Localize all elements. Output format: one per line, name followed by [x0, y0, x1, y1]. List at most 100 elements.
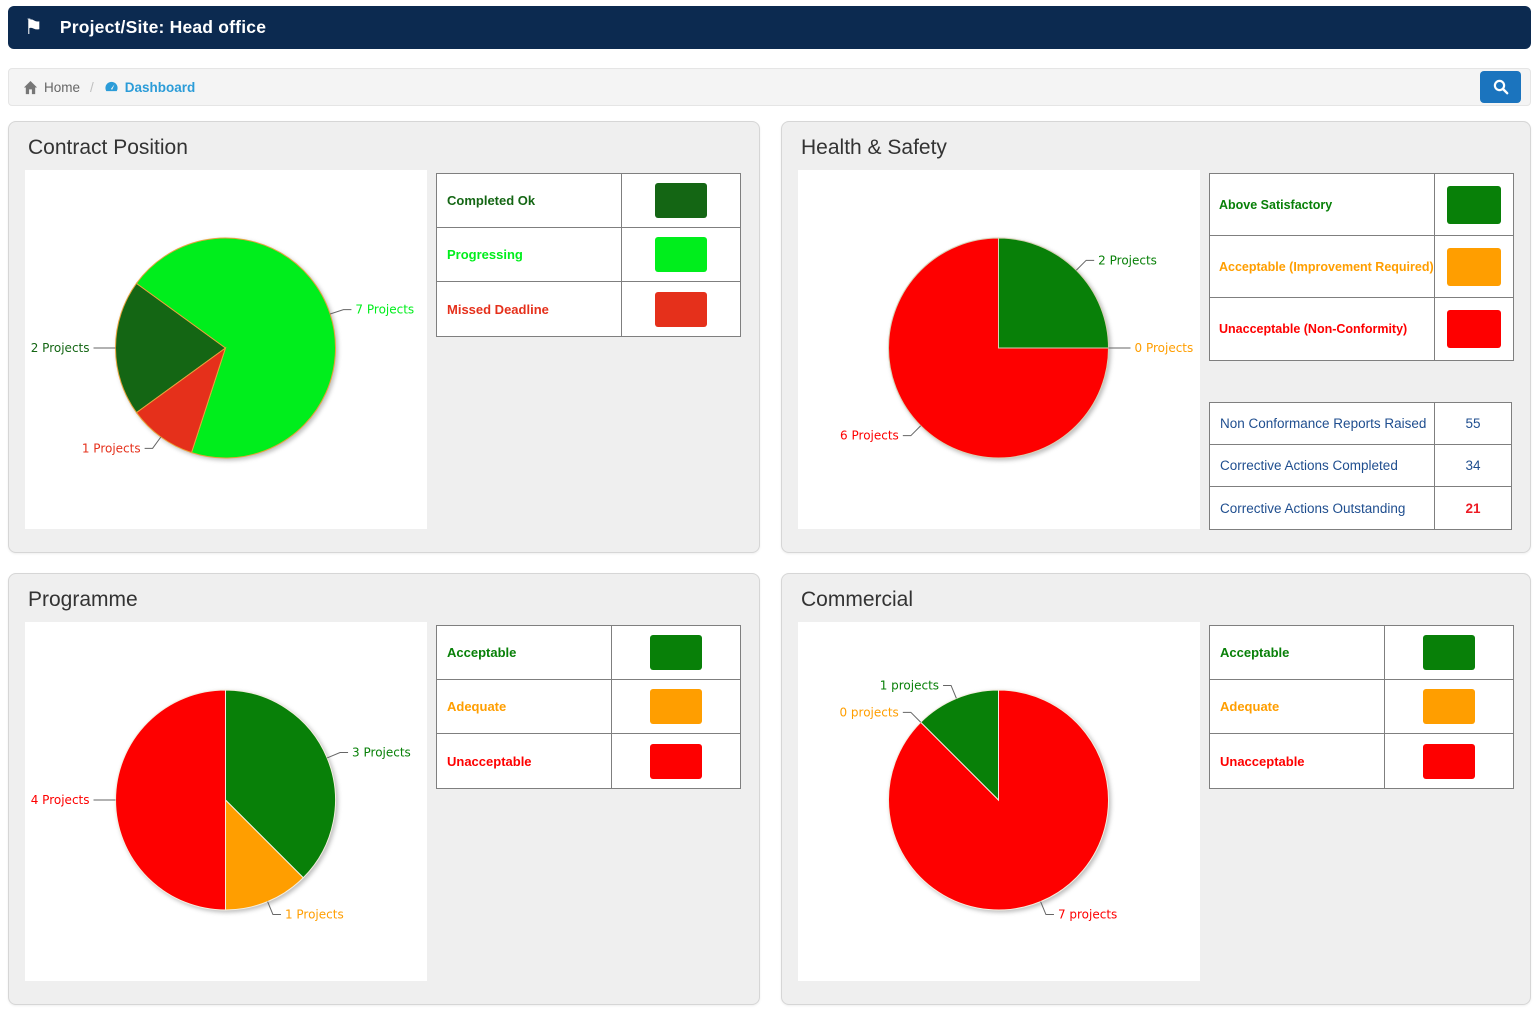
breadcrumb-home-label: Home	[44, 79, 81, 95]
legend-swatch-cell	[621, 282, 740, 336]
pie-callout-label: 6 Projects	[840, 429, 899, 443]
pie-slice-completed-ok[interactable]	[115, 282, 227, 414]
search-button[interactable]	[1480, 71, 1521, 103]
pie-callout-label: 4 Projects	[31, 793, 90, 807]
pie-callout-label: 0 Projects	[1135, 341, 1194, 355]
legend-row-acceptable: Acceptable	[1210, 626, 1513, 680]
dashboard-gauge-icon	[105, 81, 118, 91]
panel-health-safety: Health & Safety 2 Projects 0 Projects 6 Pr…	[781, 121, 1531, 553]
legend-label: Above Satisfactory	[1219, 197, 1333, 212]
legend-label: Adequate	[1220, 699, 1280, 714]
legend-label: Adequate	[447, 699, 507, 714]
legend-row-acceptable-improvement-required: Acceptable (Improvement Required)	[1210, 236, 1513, 298]
pie-slice-above-satisfactory[interactable]	[998, 237, 1110, 349]
page-title: Project/Site: Head office	[59, 17, 267, 37]
stats-row-corrective-actions-completed: Corrective Actions Completed 34	[1210, 445, 1511, 487]
home-icon	[23, 80, 38, 94]
callout-leader-line	[902, 711, 922, 723]
legend-swatch-cell	[1434, 236, 1513, 297]
stats-value: 34	[1434, 445, 1511, 486]
color-swatch	[1423, 743, 1475, 779]
legend-row-acceptable: Acceptable	[437, 626, 740, 680]
legend-row-missed-deadline: Missed Deadline	[437, 282, 740, 336]
panel-programme: Programme 3 Projects 1 Projects 4 Projects…	[8, 573, 760, 1005]
panel-title: Health & Safety	[801, 136, 947, 159]
color-swatch	[655, 183, 707, 218]
commercial-legend: Acceptable Adequate Unacceptable	[1209, 625, 1514, 789]
app-title-bar: ⚑ Project/Site: Head office	[8, 6, 1531, 49]
legend-row-unacceptable: Unacceptable	[1210, 734, 1513, 788]
pie-callout-label: 2 Projects	[1098, 253, 1157, 267]
pie-slice-unacceptable-non-conformity[interactable]	[888, 237, 1110, 459]
legend-label: Unacceptable	[447, 753, 532, 769]
color-swatch	[655, 237, 707, 272]
legend-swatch-cell	[1384, 734, 1513, 788]
legend-row-above-satisfactory: Above Satisfactory	[1210, 174, 1513, 236]
programme-chart-box: 3 Projects 1 Projects 4 Projects	[25, 622, 427, 981]
health-safety-stats-table: Non Conformance Reports Raised 55 Correcti…	[1209, 402, 1512, 530]
breadcrumb-separator: /	[90, 79, 94, 95]
pie-callout-label: 1 projects	[880, 678, 939, 692]
breadcrumb: Home / Dashboard	[8, 68, 1531, 106]
legend-label: Missed Deadline	[447, 301, 549, 317]
stats-label: Non Conformance Reports Raised	[1220, 416, 1427, 431]
pie-slice-unacceptable[interactable]	[115, 689, 226, 911]
stats-value: 55	[1434, 403, 1511, 444]
search-icon	[1493, 79, 1508, 95]
legend-row-progressing: Progressing	[437, 228, 740, 282]
callout-leader-line	[1040, 901, 1054, 916]
legend-label: Unacceptable (Non-Conformity)	[1219, 322, 1408, 336]
pie-chart-programme: 3 Projects 1 Projects 4 Projects	[31, 689, 411, 922]
color-swatch	[1447, 185, 1501, 224]
pie-callout-label: 0 projects	[839, 705, 898, 719]
pie-chart-commercial: 7 projects 0 projects 1 projects	[839, 678, 1117, 922]
legend-row-completed-ok: Completed Ok	[437, 174, 740, 228]
stats-row-non-conformance-reports-raised: Non Conformance Reports Raised 55	[1210, 403, 1511, 445]
legend-swatch-cell	[1434, 174, 1513, 235]
commercial-chart-box: 7 projects 0 projects 1 projects	[798, 622, 1200, 981]
color-swatch	[1447, 247, 1501, 286]
color-swatch	[650, 743, 702, 779]
callout-leader-line	[267, 901, 281, 916]
color-swatch	[1423, 689, 1475, 724]
health-safety-legend: Above Satisfactory Acceptable (Improvemen…	[1209, 173, 1514, 361]
legend-label: Acceptable	[1220, 645, 1290, 660]
panel-contract-position: Contract Position 2 Projects 7 Projects 1 …	[8, 121, 760, 553]
pie-chart-contract-position: 2 Projects 7 Projects 1 Projects	[31, 237, 414, 459]
breadcrumb-dashboard-link[interactable]: Dashboard	[104, 79, 196, 95]
color-swatch	[655, 291, 707, 327]
contract-position-chart-box: 2 Projects 7 Projects 1 Projects	[25, 170, 427, 529]
panel-title: Commercial	[801, 588, 914, 611]
legend-label: Completed Ok	[447, 193, 536, 208]
stats-label: Corrective Actions Outstanding	[1220, 500, 1406, 516]
callout-leader-line	[902, 425, 922, 437]
pie-callout-label: 7 projects	[1058, 908, 1117, 922]
legend-label: Unacceptable	[1220, 753, 1305, 769]
stats-row-corrective-actions-outstanding: Corrective Actions Outstanding 21	[1210, 487, 1511, 529]
legend-swatch-cell	[1384, 680, 1513, 733]
pie-callout-label: 3 Projects	[352, 746, 411, 760]
pie-slice-missed-deadline[interactable]	[135, 346, 227, 454]
breadcrumb-dashboard-label: Dashboard	[124, 79, 196, 95]
pie-callout-label: 1 Projects	[82, 441, 141, 455]
legend-label: Progressing	[447, 247, 523, 262]
legend-row-adequate: Adequate	[437, 680, 740, 734]
dashboard-grid: Contract Position 2 Projects 7 Projects 1 …	[8, 121, 1531, 1005]
legend-swatch-cell	[611, 626, 740, 679]
panel-commercial: Commercial 7 projects 0 projects 1 project…	[781, 573, 1531, 1005]
stats-value: 21	[1434, 487, 1511, 529]
flag-icon: ⚑	[24, 16, 43, 39]
color-swatch	[1423, 635, 1475, 670]
legend-row-unacceptable-non-conformity: Unacceptable (Non-Conformity)	[1210, 298, 1513, 360]
callout-leader-line	[326, 752, 349, 759]
legend-swatch-cell	[611, 680, 740, 733]
callout-leader-line	[144, 436, 162, 449]
legend-swatch-cell	[611, 734, 740, 788]
breadcrumb-home-link[interactable]: Home	[23, 80, 80, 95]
pie-chart-health-safety: 2 Projects 0 Projects 6 Projects	[840, 237, 1194, 459]
legend-swatch-cell	[1434, 298, 1513, 360]
panel-title: Programme	[28, 588, 138, 611]
legend-swatch-cell	[621, 228, 740, 281]
health-safety-chart-box: 2 Projects 0 Projects 6 Projects	[798, 170, 1200, 529]
legend-row-unacceptable: Unacceptable	[437, 734, 740, 788]
